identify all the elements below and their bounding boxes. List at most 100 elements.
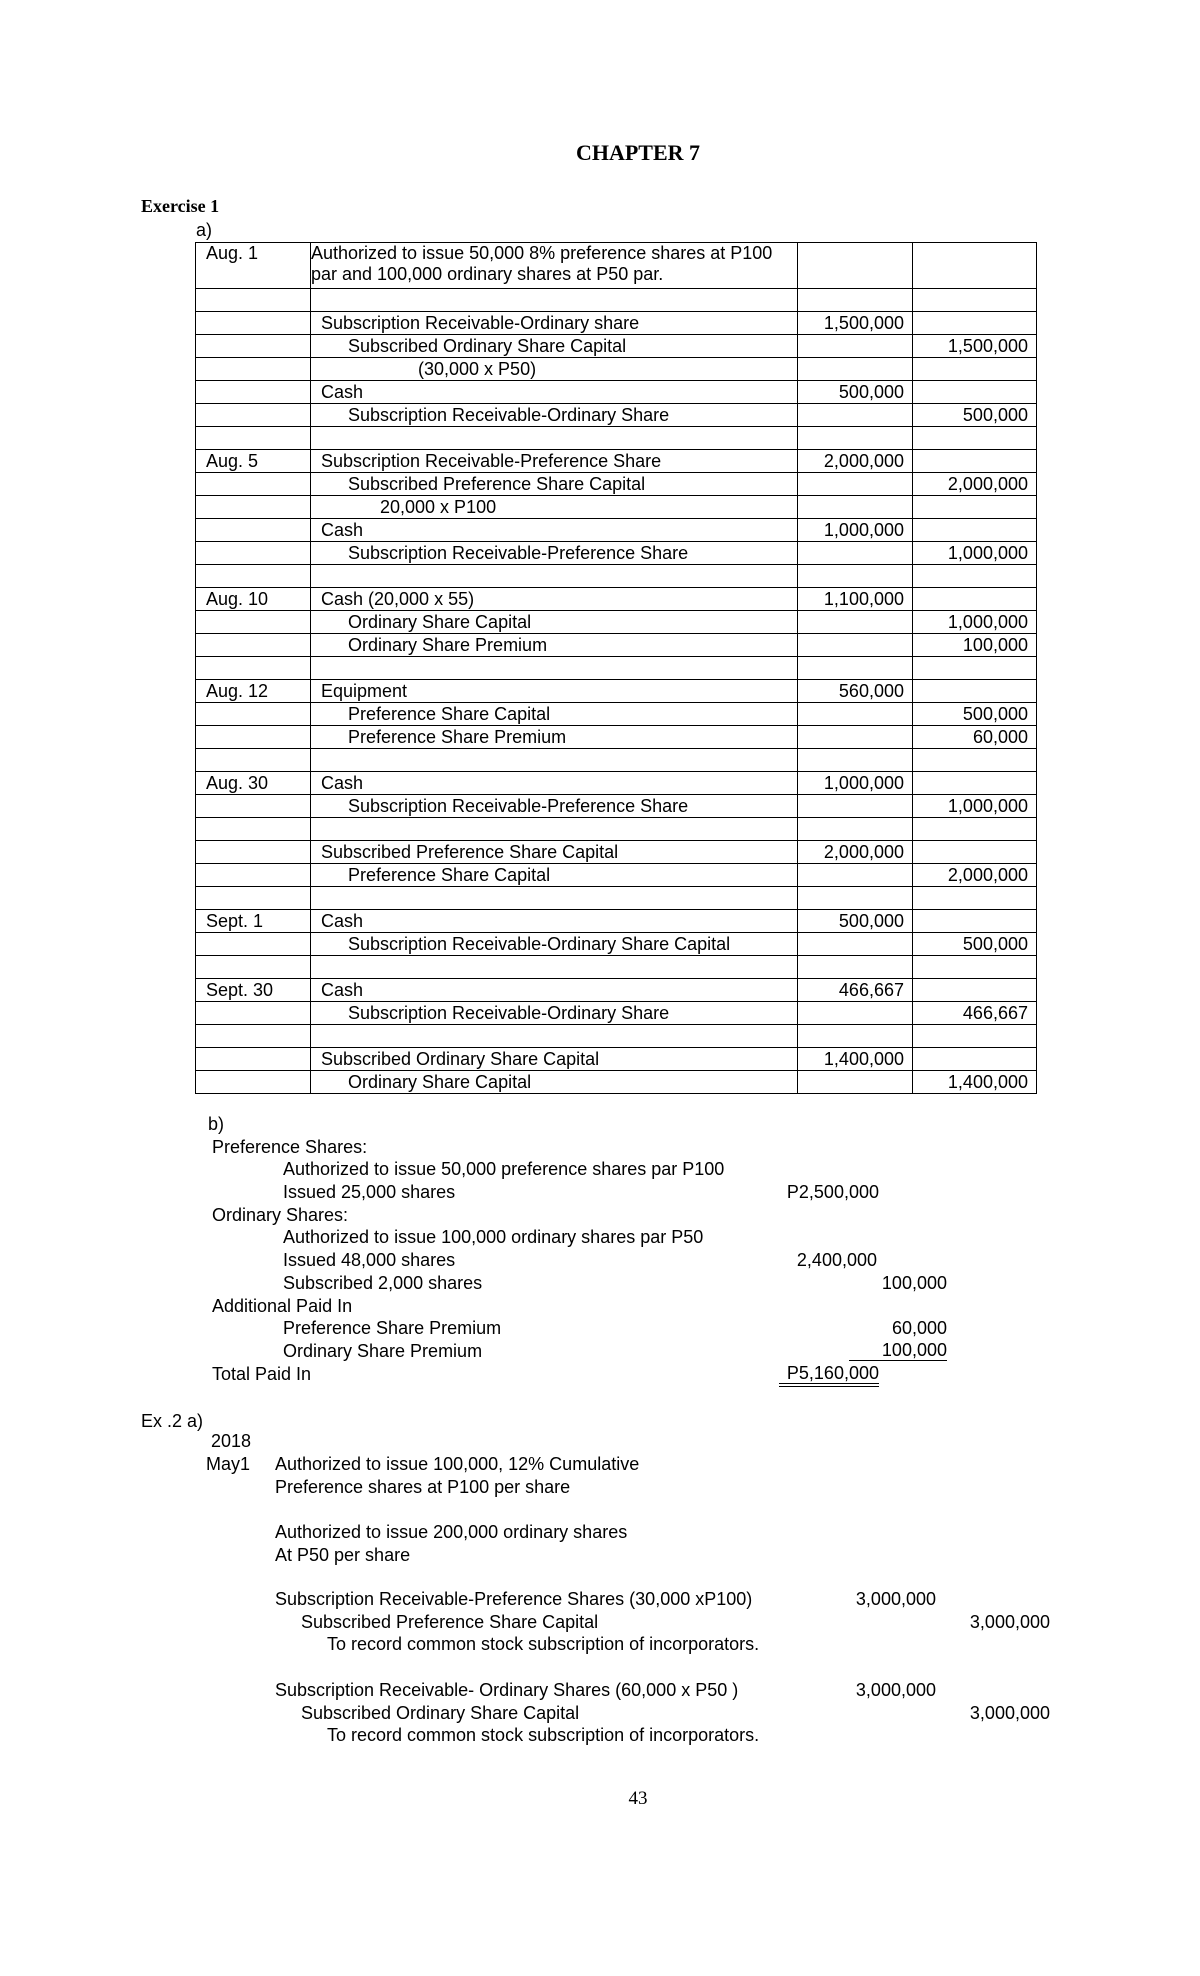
journal-date — [195, 817, 311, 841]
auth2-line2: At P50 per share — [275, 1545, 411, 1565]
journal-credit: 500,000 — [912, 702, 1037, 726]
entry1-credit-amount: 3,000,000 — [969, 1612, 1050, 1632]
journal-credit — [912, 679, 1037, 703]
journal-credit: 2,000,000 — [912, 472, 1037, 496]
journal-debit — [797, 564, 913, 588]
journal-account: Preference Share Premium — [310, 725, 798, 749]
pref-premium-amount: 60,000 — [891, 1318, 947, 1338]
journal-account: Cash — [310, 978, 798, 1002]
journal-date — [195, 725, 311, 749]
journal-credit: 500,000 — [912, 932, 1037, 956]
journal-credit: 2,000,000 — [912, 863, 1037, 887]
journal-row — [195, 288, 1037, 312]
journal-credit — [912, 978, 1037, 1002]
total-paid-in-amount: P5,160,000 — [779, 1364, 879, 1387]
entry1-debit-account: Subscription Receivable-Preference Share… — [275, 1589, 753, 1609]
journal-date — [195, 955, 311, 979]
journal-account — [310, 1024, 798, 1048]
journal-row — [195, 886, 1037, 910]
journal-credit: 1,000,000 — [912, 794, 1037, 818]
journal-row — [195, 955, 1037, 979]
journal-debit: 500,000 — [797, 909, 913, 933]
journal-account: Subscription Receivable-Preference Share — [310, 449, 798, 473]
journal-credit — [912, 955, 1037, 979]
journal-account: Cash — [310, 380, 798, 404]
journal-row: Cash 500,000 — [195, 380, 1037, 404]
pref-issued: Issued 25,000 shares — [283, 1182, 456, 1202]
journal-row: Subscription Receivable-Ordinary Share 46… — [195, 1001, 1037, 1025]
journal-credit — [912, 771, 1037, 795]
pref-heading: Preference Shares: — [212, 1137, 368, 1157]
journal-account — [310, 748, 798, 772]
journal-date — [195, 656, 311, 680]
journal-credit — [912, 380, 1037, 404]
journal-account: Subscribed Ordinary Share Capital — [310, 1047, 798, 1071]
journal-debit: 1,000,000 — [797, 518, 913, 542]
journal-date — [195, 564, 311, 588]
journal-account: Preference Share Capital — [310, 702, 798, 726]
entry-date: May1 — [206, 1454, 251, 1474]
journal-account: Preference Share Capital — [310, 863, 798, 887]
ord-issued: Issued 48,000 shares — [283, 1250, 456, 1270]
journal-credit — [912, 242, 1037, 289]
journal-row: Sept. 1 Cash 500,000 — [195, 909, 1037, 933]
auth1-line2: Preference shares at P100 per share — [275, 1477, 571, 1497]
journal-row: Aug. 10 Cash (20,000 x 55) 1,100,000 — [195, 587, 1037, 611]
journal-date — [195, 1047, 311, 1071]
journal-credit — [912, 1047, 1037, 1071]
journal-credit: 500,000 — [912, 403, 1037, 427]
journal-row: Subscription Receivable-Ordinary share 1,… — [195, 311, 1037, 335]
journal-debit — [797, 288, 913, 312]
journal-credit — [912, 1024, 1037, 1048]
journal-date: Sept. 30 — [195, 978, 311, 1002]
journal-credit — [912, 909, 1037, 933]
journal-row: Cash 1,000,000 — [195, 518, 1037, 542]
journal-debit — [797, 794, 913, 818]
auth2-line1: Authorized to issue 200,000 ordinary sha… — [275, 1522, 628, 1542]
journal-row: Ordinary Share Premium 100,000 — [195, 633, 1037, 657]
journal-date: Aug. 10 — [195, 587, 311, 611]
journal-date — [195, 357, 311, 381]
journal-debit — [797, 1070, 913, 1094]
journal-account — [310, 288, 798, 312]
journal-date — [195, 472, 311, 496]
journal-date — [195, 1001, 311, 1025]
journal-account: Ordinary Share Capital — [310, 1070, 798, 1094]
journal-date — [195, 1024, 311, 1048]
journal-row: Preference Share Premium 60,000 — [195, 725, 1037, 749]
journal-credit: 1,000,000 — [912, 610, 1037, 634]
journal-account: Subscribed Ordinary Share Capital — [310, 334, 798, 358]
journal-debit — [797, 334, 913, 358]
journal-date — [195, 633, 311, 657]
ord-heading: Ordinary Shares: — [212, 1205, 349, 1225]
journal-debit — [797, 403, 913, 427]
ord-subscribed: Subscribed 2,000 shares — [283, 1273, 483, 1293]
journal-date — [195, 518, 311, 542]
journal-account — [310, 564, 798, 588]
entry2-credit-amount: 3,000,000 — [969, 1703, 1050, 1723]
journal-debit: 2,000,000 — [797, 449, 913, 473]
journal-row: Aug. 12 Equipment 560,000 — [195, 679, 1037, 703]
journal-debit — [797, 886, 913, 910]
journal-date — [195, 426, 311, 450]
journal-account — [310, 955, 798, 979]
journal-entries-table: Aug. 1 Authorized to issue 50,000 8% pref… — [195, 242, 1037, 1094]
journal-row: Subscription Receivable-Preference Share… — [195, 794, 1037, 818]
journal-date — [195, 495, 311, 519]
journal-account: (30,000 x P50) — [310, 357, 798, 381]
journal-account: Authorized to issue 50,000 8% preference… — [310, 242, 798, 289]
apic-heading: Additional Paid In — [212, 1296, 353, 1316]
journal-row: Subscribed Ordinary Share Capital 1,400,0… — [195, 1047, 1037, 1071]
journal-debit: 2,000,000 — [797, 840, 913, 864]
journal-row — [195, 748, 1037, 772]
journal-account: Subscribed Preference Share Capital — [310, 472, 798, 496]
part-b-label: b) — [208, 1114, 225, 1134]
ord-premium-amount: 100,000 — [849, 1341, 947, 1361]
journal-date — [195, 863, 311, 887]
journal-debit — [797, 242, 913, 289]
journal-debit — [797, 426, 913, 450]
journal-row — [195, 656, 1037, 680]
journal-debit — [797, 357, 913, 381]
page-number: 43 — [628, 1788, 648, 1809]
journal-row: Aug. 30 Cash 1,000,000 — [195, 771, 1037, 795]
